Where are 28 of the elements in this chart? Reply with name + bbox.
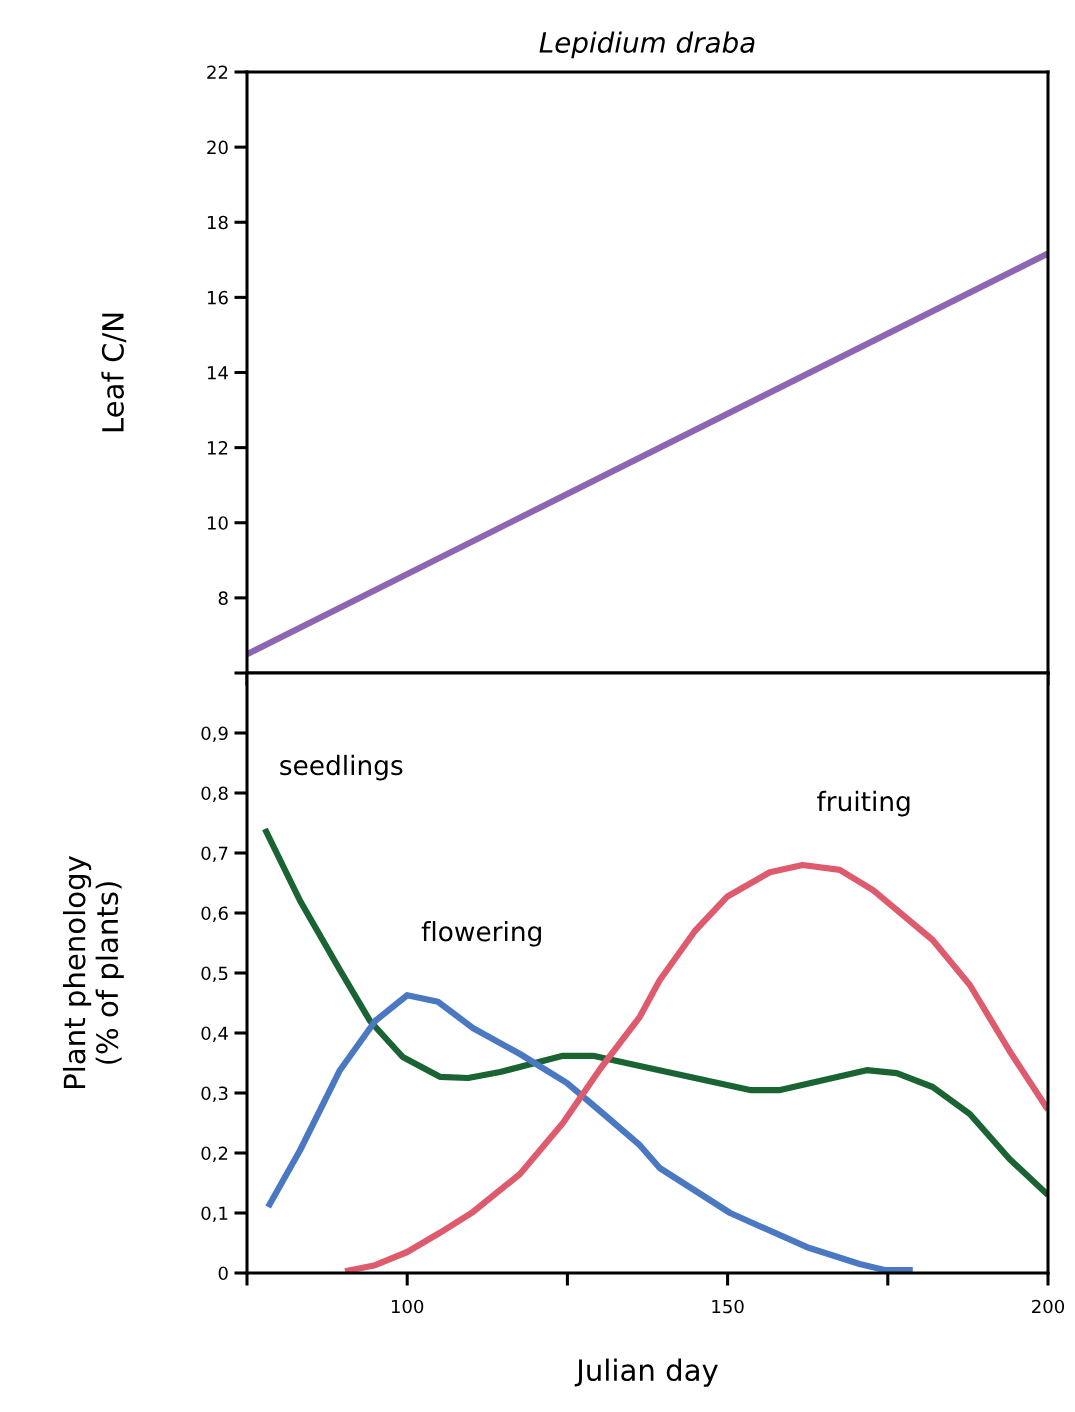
y-tick-label: 0,6: [201, 906, 228, 922]
y-tick-label: 0,8: [201, 786, 228, 802]
y-tick-label: 10: [207, 516, 228, 530]
y-tick-label: 20: [207, 140, 228, 155]
y-axis-title: Leaf C/N: [101, 313, 127, 432]
y-tick-label: 8: [218, 591, 228, 605]
y-tick-label: 14: [207, 366, 228, 380]
x-tick-label: 200: [1032, 1299, 1065, 1314]
y-tick-label: 0,4: [201, 1026, 228, 1042]
y-tick-label: 16: [207, 290, 228, 305]
x-tick-label: 100: [391, 1299, 424, 1314]
x-tick-label: 150: [712, 1299, 744, 1314]
y-tick-label: 0,5: [201, 966, 228, 982]
series-label: fruiting: [817, 790, 910, 817]
series-label: seedlings: [280, 754, 403, 781]
y-tick-label: 0,9: [201, 726, 228, 742]
y-tick-label: 22: [207, 65, 228, 79]
y-tick-label: 12: [207, 441, 228, 455]
y-tick-label: 0,1: [201, 1206, 228, 1222]
y-tick-label: 0,7: [201, 846, 228, 862]
y-tick-label: 0,2: [201, 1146, 228, 1162]
y-tick-label: 0,3: [201, 1086, 228, 1102]
series-label: flowering: [421, 921, 541, 947]
x-axis-title: Julian day: [574, 1358, 718, 1387]
chart-title: Lepidium draba: [539, 31, 755, 59]
y-axis-title: Plant phenology (% of plants): [62, 855, 124, 1089]
y-tick-label: 18: [207, 215, 228, 230]
y-tick-label: 0: [218, 1266, 228, 1281]
